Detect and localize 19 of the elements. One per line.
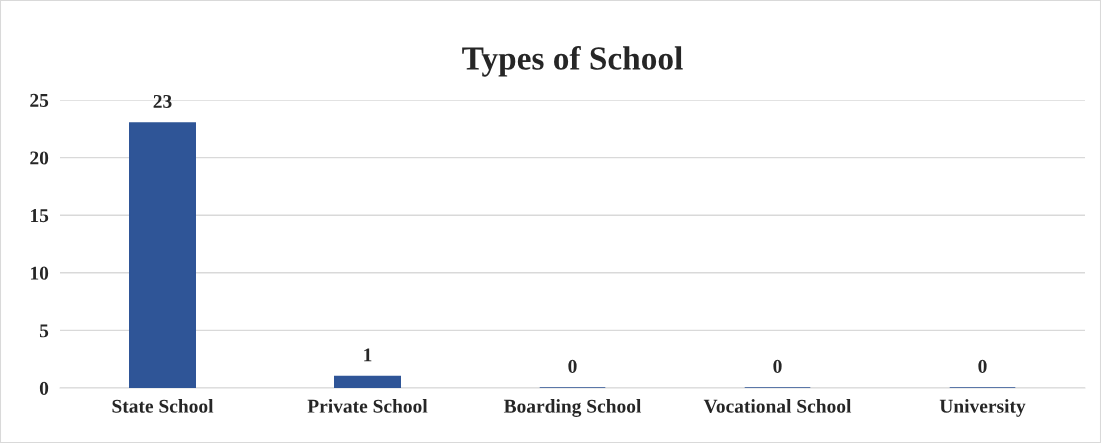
y-tick-label: 10 [31,266,49,280]
x-tick-label: University [939,399,1026,417]
x-tick-label: Private School [307,399,428,413]
data-label: 0 [568,359,577,373]
y-tick-label: 0 [39,381,49,395]
chart-title: Types of School [462,45,683,77]
y-tick-label: 20 [30,151,49,165]
data-label: 1 [364,348,372,362]
bar [129,122,196,388]
y-tick-label: 5 [39,324,49,338]
x-tick-label: State School [112,399,214,413]
data-label: 0 [978,359,987,373]
y-tick-label: 25 [30,93,49,107]
x-tick-label: Vocational School [703,399,852,413]
data-label: 0 [773,359,782,373]
y-tick-label: 15 [31,209,49,223]
bar [334,375,401,388]
x-tick-label: Boarding School [503,399,642,417]
data-label: 23 [153,94,172,108]
